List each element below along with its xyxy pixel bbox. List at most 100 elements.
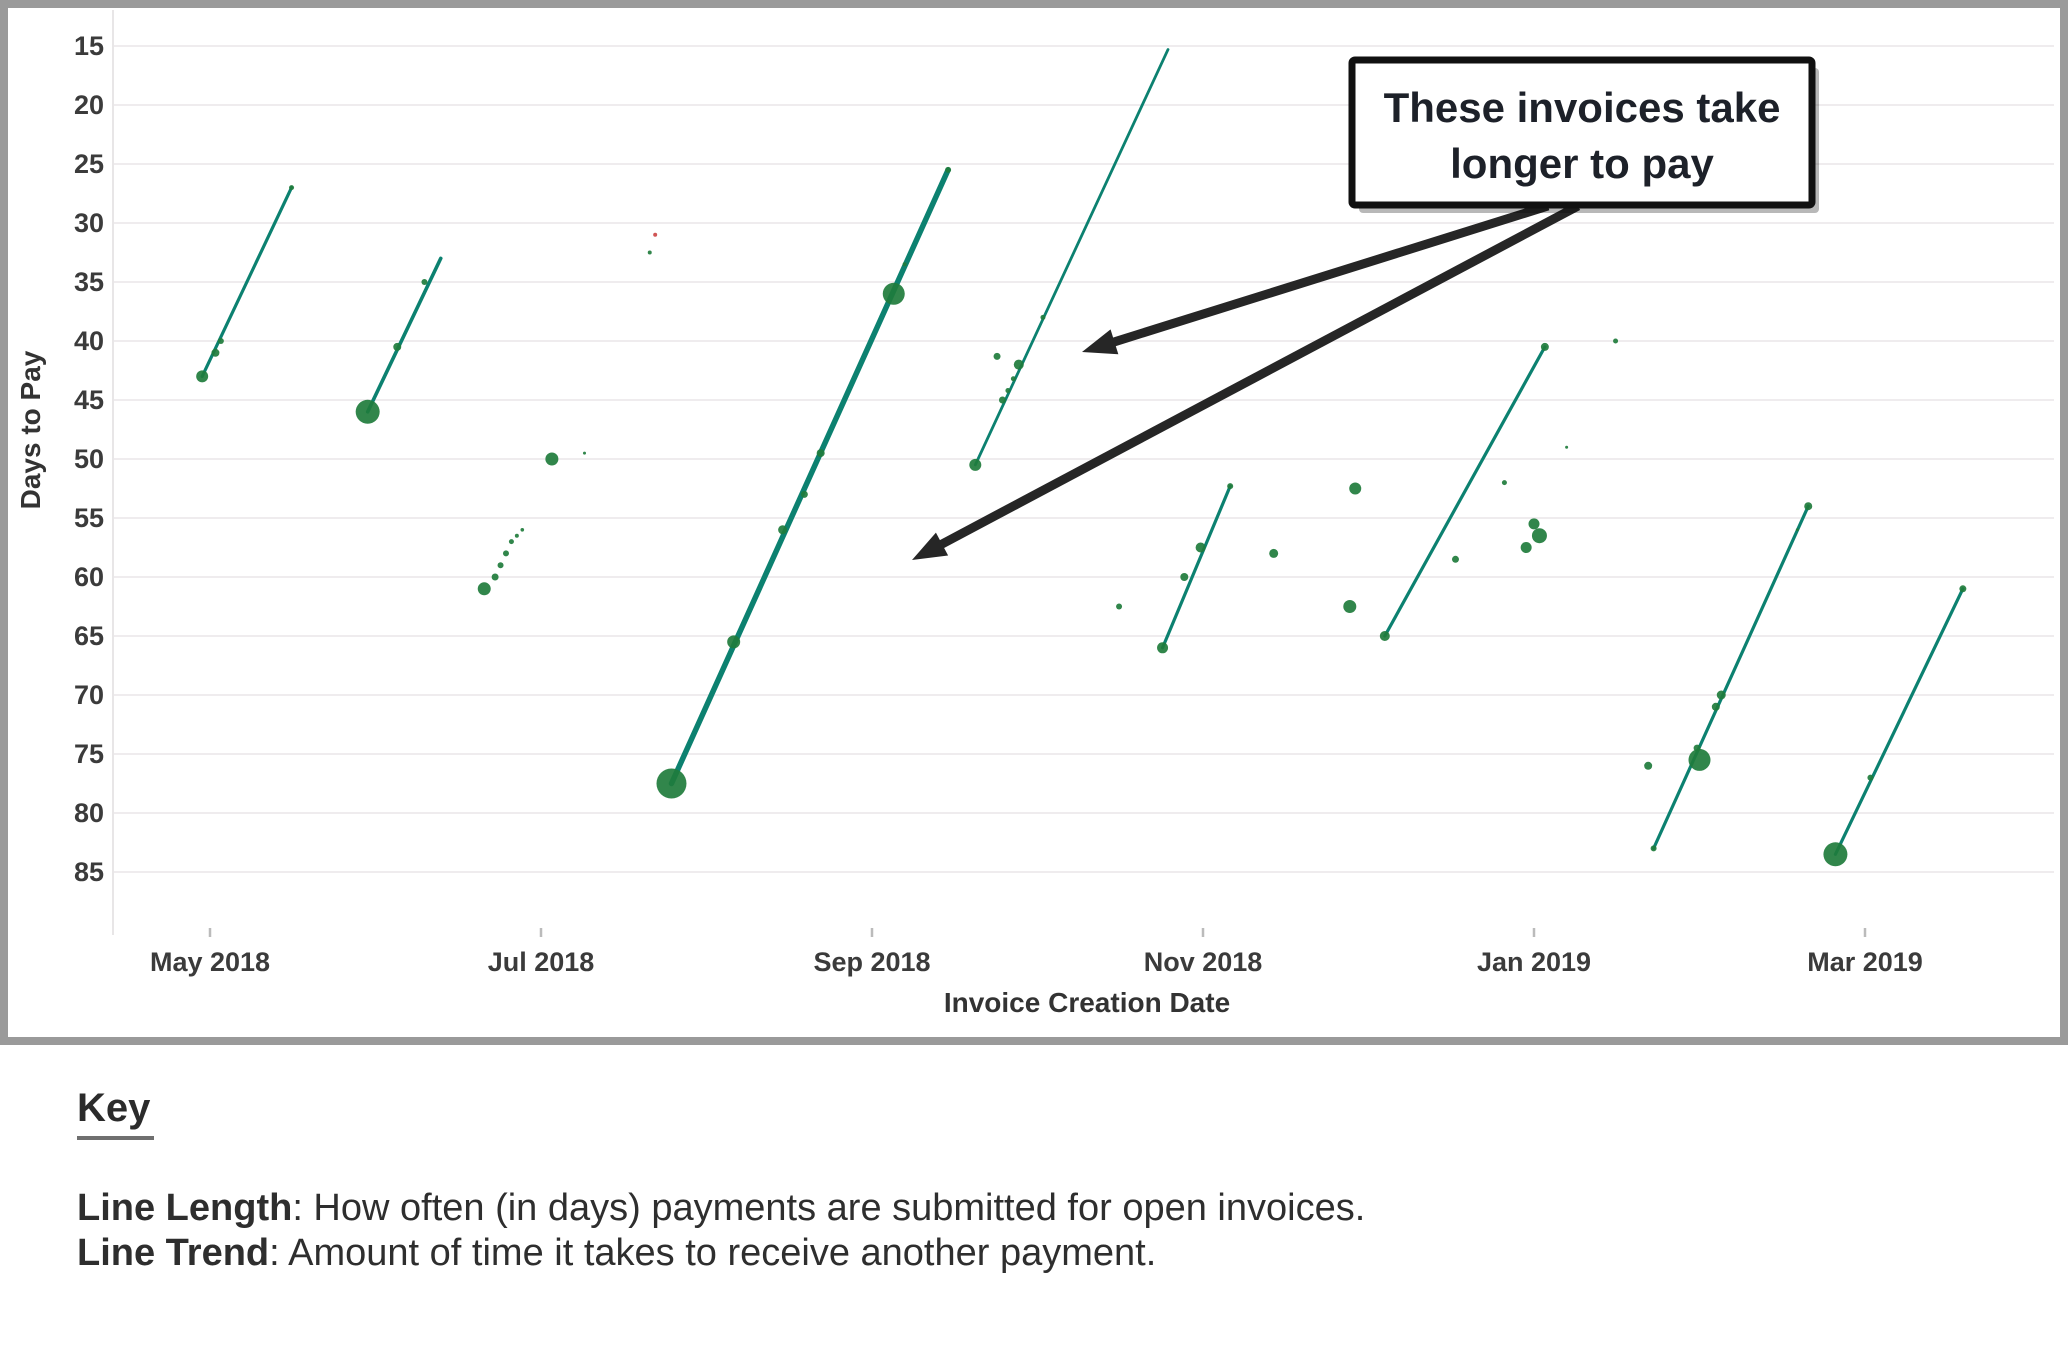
y-axis-title: Days to Pay <box>15 350 46 509</box>
key-item-line-length: Line Length: How often (in days) payment… <box>77 1186 1365 1231</box>
y-tick-label: 35 <box>74 267 104 297</box>
data-dot <box>1613 338 1619 344</box>
data-dot <box>1959 585 1967 593</box>
data-dot <box>502 550 509 557</box>
data-dot <box>393 342 402 351</box>
y-tick-label: 80 <box>74 798 104 828</box>
data-dot <box>969 458 982 471</box>
arrow-head <box>1082 329 1119 355</box>
x-axis-title: Invoice Creation Date <box>944 987 1230 1018</box>
data-dot <box>1531 528 1547 544</box>
y-tick-label: 75 <box>74 739 104 769</box>
data-dot <box>477 582 491 596</box>
data-dot <box>1867 774 1874 781</box>
trend-line <box>1652 504 1810 851</box>
data-dot <box>816 449 825 458</box>
data-dot <box>727 635 741 649</box>
data-dot <box>1349 482 1362 495</box>
key-item-line-trend: Line Trend: Amount of time it takes to r… <box>77 1231 1365 1276</box>
data-dot <box>1540 342 1549 351</box>
data-dot <box>1010 376 1016 382</box>
data-dot <box>1716 690 1726 700</box>
data-dot <box>491 573 499 581</box>
y-tick-label: 45 <box>74 385 104 415</box>
axis-labels: 15 20 25 30 35 40 45 50 55 60 65 70 75 80 85 May 2018 Ju… <box>74 31 1923 977</box>
data-dot <box>520 528 525 532</box>
trend-line <box>200 186 294 378</box>
data-dot <box>1520 542 1532 553</box>
annotation-arrows <box>912 201 1581 560</box>
data-dot <box>355 399 380 424</box>
x-tick-label: Jul 2018 <box>488 947 595 977</box>
data-dot <box>514 533 519 538</box>
data-dot <box>1180 573 1189 581</box>
y-tick-label: 85 <box>74 857 104 887</box>
data-dot <box>1711 702 1720 711</box>
trend-line <box>1833 587 1965 856</box>
data-dot <box>1644 761 1653 770</box>
y-tick-label: 20 <box>74 90 104 120</box>
trend-line <box>973 48 1170 467</box>
data-dot <box>421 279 428 285</box>
trend-lines <box>200 48 1965 856</box>
key-legend: Key Line Length: How often (in days) pay… <box>77 1086 1365 1276</box>
x-tick-label: Mar 2019 <box>1807 947 1923 977</box>
key-desc-line-length: : How often (in days) payments are submi… <box>292 1187 1366 1229</box>
data-dot <box>993 352 1001 360</box>
data-dot <box>497 562 504 569</box>
trend-line <box>1383 345 1547 638</box>
data-dot <box>1451 555 1459 563</box>
arrow-shaft <box>936 202 1581 550</box>
data-dot <box>545 452 559 466</box>
callout-text-line2: longer to pay <box>1450 140 1714 187</box>
annotation-callout: These invoices take longer to pay <box>1348 56 1819 213</box>
gridlines <box>112 10 2054 935</box>
x-tick-label: May 2018 <box>150 947 270 977</box>
data-dot <box>1116 603 1123 610</box>
x-tick-label: Sep 2018 <box>813 947 930 977</box>
data-dot <box>647 250 652 255</box>
data-dot <box>945 166 952 173</box>
y-tick-label: 25 <box>74 149 104 179</box>
data-dot <box>508 539 514 545</box>
data-dot <box>1343 600 1357 613</box>
data-dot <box>1565 445 1569 449</box>
y-tick-label: 15 <box>74 31 104 61</box>
y-tick-label: 55 <box>74 503 104 533</box>
y-tick-label: 30 <box>74 208 104 238</box>
data-dot <box>211 348 220 357</box>
data-dot <box>1501 480 1507 486</box>
data-dot <box>1688 748 1711 771</box>
data-dot <box>1005 388 1011 394</box>
data-dot <box>998 396 1006 404</box>
key-title: Key <box>77 1086 155 1140</box>
data-dot <box>1823 842 1848 867</box>
x-tick-label: Jan 2019 <box>1477 947 1591 977</box>
key-desc-line-trend: : Amount of time it takes to receive ano… <box>269 1232 1157 1274</box>
data-dot <box>1227 483 1234 490</box>
data-dot <box>1269 548 1279 558</box>
data-dot <box>1795 528 1799 532</box>
data-dot <box>217 338 224 344</box>
trend-line <box>365 256 443 414</box>
chart-canvas: 15 20 25 30 35 40 45 50 55 60 65 70 75 80 85 May 2018 Ju… <box>0 0 2068 1045</box>
arrow-head <box>912 532 949 560</box>
data-dot <box>1650 845 1657 852</box>
x-tick-label: Nov 2018 <box>1144 947 1263 977</box>
data-dot <box>800 490 808 498</box>
trend-line <box>668 167 951 787</box>
data-dot <box>902 262 907 267</box>
data-dot <box>1157 642 1169 654</box>
y-tick-label: 50 <box>74 444 104 474</box>
data-dot <box>1013 359 1024 370</box>
data-dot <box>1379 631 1390 641</box>
key-term-line-trend: Line Trend <box>77 1232 270 1274</box>
arrow-shaft <box>1109 201 1550 348</box>
data-dot <box>1040 314 1046 320</box>
trend-line <box>1160 484 1232 650</box>
data-dot <box>289 185 295 191</box>
data-dot <box>882 282 905 305</box>
payments-chart: 15 20 25 30 35 40 45 50 55 60 65 70 75 80 85 May 2018 Ju… <box>0 0 2068 1045</box>
data-dot <box>1195 542 1206 553</box>
